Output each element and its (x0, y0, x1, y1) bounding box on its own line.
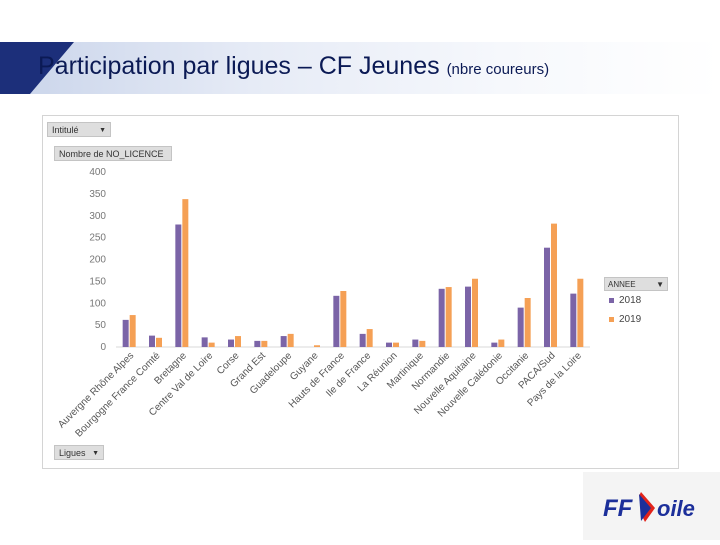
ligues-field-button[interactable]: Ligues ▼ (54, 445, 104, 460)
bar-2019 (340, 291, 347, 347)
bar-2018 (438, 288, 445, 347)
y-tick-label: 400 (89, 167, 106, 178)
bar-2018 (175, 224, 182, 347)
filter-icon: ▼ (99, 127, 106, 134)
bar-2018 (570, 293, 577, 347)
page-title: Participation par ligues – CF Jeunes (nb… (38, 52, 549, 81)
chevron-down-icon: ▼ (92, 450, 99, 457)
bar-2018 (359, 333, 366, 347)
bar-2018 (228, 339, 234, 347)
legend-swatch-2018 (609, 297, 614, 303)
bar-2018 (491, 342, 498, 347)
legend-field-button[interactable]: ANNEE ▼ (604, 277, 668, 291)
legend-label-2019: 2019 (619, 314, 642, 325)
y-tick-label: 300 (89, 211, 106, 222)
ffvoile-logo: FF oile (583, 472, 720, 540)
y-tick-label: 0 (100, 342, 106, 353)
bar-2019 (314, 345, 320, 347)
bar-2019 (524, 298, 531, 347)
bar-2019 (551, 223, 557, 347)
bar-2018 (386, 342, 392, 347)
bar-2019 (156, 337, 162, 347)
bar-2019 (208, 342, 215, 347)
bar-2018 (149, 335, 155, 347)
bar-2018 (517, 307, 524, 347)
legend-field-label: ANNEE (608, 280, 636, 289)
pivot-chart-frame (42, 115, 679, 469)
value-field-button[interactable]: Nombre de NO_LICENCE (54, 146, 172, 161)
filter-icon: ▼ (656, 280, 664, 289)
legend-item-2019: 2019 (609, 314, 641, 325)
bar-2018 (333, 295, 340, 347)
y-tick-label: 100 (89, 298, 106, 309)
bar-2019 (261, 340, 268, 347)
svg-text:FF: FF (603, 495, 634, 522)
bar-2019 (182, 199, 189, 347)
bar-2019 (393, 342, 399, 347)
ligues-field-label: Ligues (59, 448, 86, 458)
title-bar (0, 42, 720, 94)
y-tick-label: 200 (89, 255, 106, 266)
title-subtitle: (nbre coureurs) (446, 61, 550, 78)
intitule-filter-label: Intitulé (52, 125, 79, 135)
bar-2018 (122, 319, 129, 347)
value-field-label: Nombre de NO_LICENCE (59, 149, 164, 159)
bar-2019 (235, 336, 241, 347)
intitule-filter-button[interactable]: Intitulé ▼ (47, 122, 111, 137)
bar-2018 (465, 286, 471, 347)
bar-2019 (366, 329, 373, 347)
title-accent (0, 42, 30, 94)
bar-2019 (472, 278, 478, 347)
title-accent-slant (30, 42, 74, 94)
y-tick-label: 350 (89, 189, 106, 200)
y-tick-label: 50 (95, 320, 107, 331)
bar-2019 (445, 287, 452, 347)
bar-2019 (287, 333, 294, 347)
title-main: Participation par ligues – CF Jeunes (38, 52, 440, 80)
y-tick-label: 150 (89, 276, 106, 287)
y-tick-label: 250 (89, 233, 106, 244)
bar-2019 (129, 315, 136, 347)
legend-item-2018: 2018 (609, 295, 641, 306)
svg-text:oile: oile (657, 496, 695, 521)
legend-swatch-2019 (609, 316, 614, 322)
bar-2018 (254, 340, 261, 347)
ffvoile-logo-mark: FF oile (603, 492, 695, 522)
bar-2018 (412, 339, 419, 347)
bar-2019 (577, 278, 584, 347)
bar-2018 (201, 337, 208, 347)
bar-2018 (280, 336, 287, 347)
bar-2019 (498, 339, 505, 347)
bar-2019 (419, 340, 426, 347)
legend-label-2018: 2018 (619, 295, 642, 306)
bar-2018 (544, 247, 550, 347)
